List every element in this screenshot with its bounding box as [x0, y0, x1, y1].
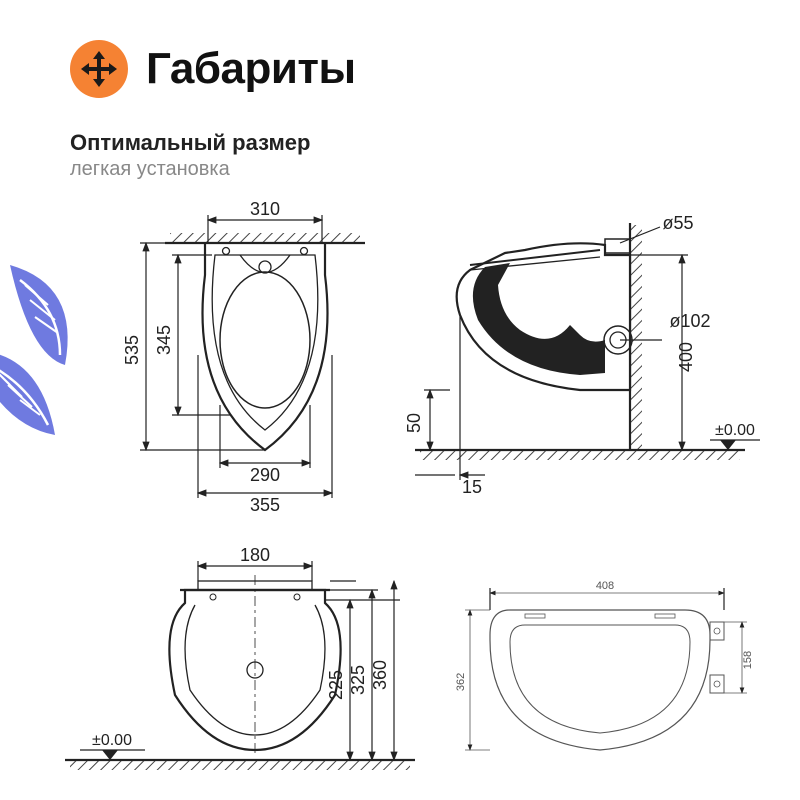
dim-535: 535: [122, 335, 142, 365]
dim-d102: ø102: [669, 311, 710, 331]
dim-15: 15: [462, 477, 482, 497]
dim-408: 408: [596, 580, 614, 592]
header: Габариты: [70, 40, 356, 98]
dim-50: 50: [404, 413, 424, 433]
dim-345: 345: [154, 325, 174, 355]
dim-325: 325: [348, 665, 368, 695]
diagram-side-view: ø55 ø102 400 50 15: [404, 213, 760, 497]
diagram-seat-view: 408 362 158: [455, 580, 754, 750]
diagram-front-view: 180 225 325 360 ±0.00: [65, 545, 415, 770]
subtitle-block: Оптимальный размер легкая установка: [70, 130, 310, 181]
dim-225: 225: [326, 670, 346, 700]
dim-290: 290: [250, 465, 280, 485]
subtitle-line1: Оптимальный размер: [70, 130, 310, 156]
diagram-top-view: 310 345 535 290 355: [122, 199, 365, 515]
dim-datum-side: ±0.00: [715, 422, 755, 439]
dim-180: 180: [240, 545, 270, 565]
dim-datum-front: ±0.00: [92, 732, 132, 749]
leaf-decoration: [0, 255, 100, 460]
page-title: Габариты: [146, 44, 356, 94]
dimensions-icon: [70, 40, 128, 98]
subtitle-line2: легкая установка: [70, 158, 310, 181]
dim-310: 310: [250, 199, 280, 219]
technical-diagrams: 310 345 535 290 355: [0, 195, 800, 795]
dim-d55: ø55: [662, 213, 693, 233]
dim-355: 355: [250, 495, 280, 515]
dim-362: 362: [455, 673, 467, 691]
dim-158: 158: [742, 651, 754, 669]
dim-400: 400: [676, 342, 696, 372]
dim-360: 360: [370, 660, 390, 690]
